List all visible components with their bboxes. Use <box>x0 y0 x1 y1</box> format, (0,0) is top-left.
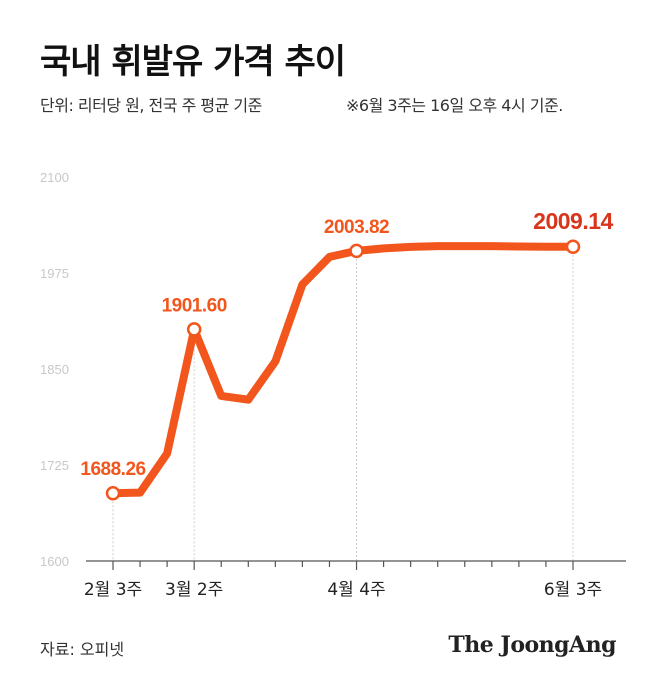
y-tick-label: 1600 <box>40 554 69 569</box>
chart-title: 국내 휘발유 가격 추이 <box>40 42 346 82</box>
x-axis-labels: 2월 3주 3월 2주 4월 4주 6월 3주 <box>84 580 602 600</box>
x-axis-ticks <box>112 561 574 570</box>
y-tick-label: 1725 <box>40 458 69 473</box>
brand-logo: The JoongAng <box>448 632 616 658</box>
y-axis-ticks: 1600 1725 1850 1975 2100 <box>40 170 69 569</box>
y-tick-label: 1975 <box>40 266 69 281</box>
x-tick-label: 2월 3주 <box>84 580 142 600</box>
data-label: 1688.26 <box>80 459 145 480</box>
x-tick-label: 3월 2주 <box>165 580 223 600</box>
markers <box>105 239 581 501</box>
source-note: 자료: 오피넷 <box>40 640 125 659</box>
guide-lines <box>112 254 574 561</box>
data-label: 2003.82 <box>324 217 389 238</box>
point-marker <box>105 485 121 501</box>
x-tick-label: 4월 4주 <box>327 580 385 600</box>
point-marker <box>565 239 581 255</box>
data-labels: 1688.26 1901.60 2003.82 2009.14 <box>80 208 614 480</box>
y-tick-label: 1850 <box>40 362 69 377</box>
point-marker <box>186 322 202 337</box>
data-label: 1901.60 <box>162 295 227 316</box>
data-label: 2009.14 <box>533 208 613 234</box>
x-tick-label: 6월 3주 <box>544 580 602 600</box>
point-marker <box>349 243 364 259</box>
time-note: ※6월 3주는 16일 오후 4시 기준. <box>346 96 563 115</box>
y-tick-label: 2100 <box>40 170 69 185</box>
series-line <box>109 242 577 498</box>
unit-note: 단위: 리터당 원, 전국 주 평균 기준 <box>40 96 262 115</box>
